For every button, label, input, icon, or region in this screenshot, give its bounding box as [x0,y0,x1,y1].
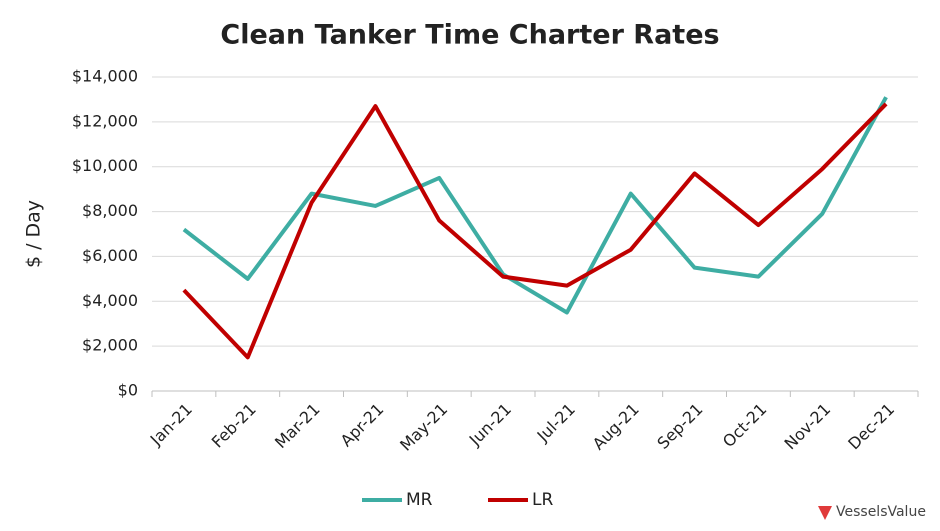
x-tick-label: Dec-21 [844,400,898,454]
x-tick-label: Aug-21 [589,400,643,454]
y-axis-label: $ / Day [23,200,45,268]
logo-icon [818,506,832,520]
legend-label: MR [406,490,433,510]
chart-title: Clean Tanker Time Charter Rates [220,20,719,51]
x-tick-label: Nov-21 [781,400,835,454]
x-tick-label: Apr-21 [337,400,388,451]
x-tick-label: Mar-21 [271,400,324,453]
y-tick-label: $4,000 [82,291,138,310]
brand-logo: VesselsValue [818,504,926,520]
y-tick-label: $8,000 [82,201,138,220]
y-tick-label: $10,000 [72,156,138,175]
x-tick-label: Jan-21 [146,400,196,450]
brand-text: VesselsValue [836,504,926,520]
legend: MR LR [362,490,553,510]
y-tick-label: $14,000 [72,67,138,86]
x-tick-label: May-21 [396,400,451,455]
x-tick-label: Jun-21 [465,400,515,450]
y-tick-label: $12,000 [72,111,138,130]
y-tick-label: $2,000 [82,336,138,355]
series-line [182,102,888,360]
series-line [182,96,888,315]
x-tick-label: Sep-21 [653,400,706,453]
x-tick-label: Jul-21 [533,400,579,446]
legend-label: LR [532,490,553,510]
y-tick-label: $0 [118,381,138,400]
x-tick-label: Oct-21 [719,400,770,451]
y-tick-label: $6,000 [82,246,138,265]
x-tick-label: Feb-21 [208,400,260,452]
